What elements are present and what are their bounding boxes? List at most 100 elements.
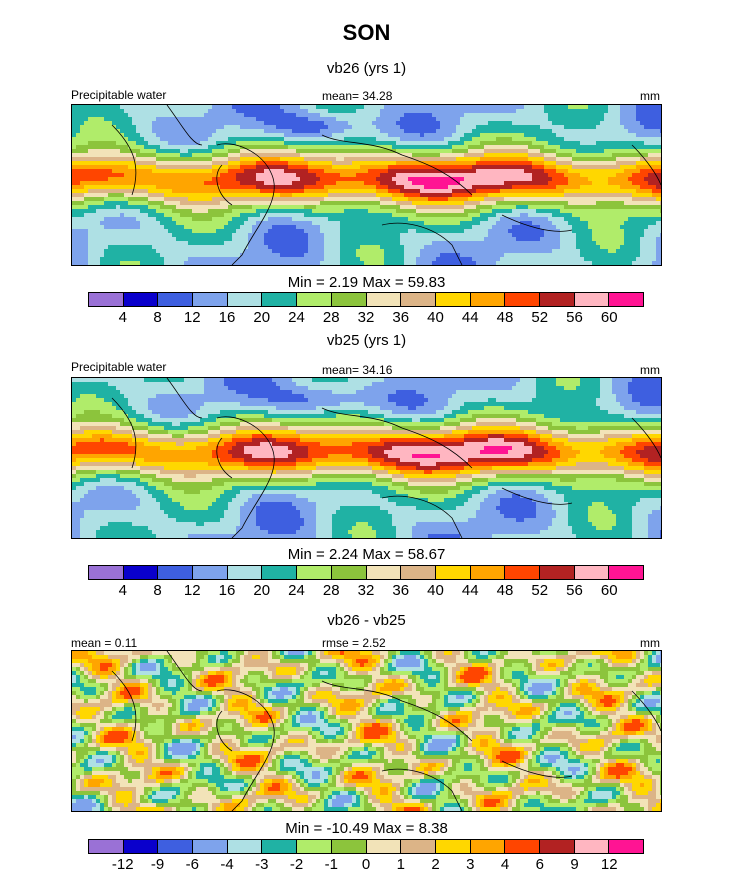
contour-cell bbox=[520, 125, 524, 129]
contour-cell bbox=[108, 225, 112, 229]
contour-cell bbox=[496, 113, 500, 117]
contour-cell bbox=[532, 109, 536, 113]
contour-cell bbox=[660, 205, 661, 209]
contour-cell bbox=[472, 141, 476, 145]
contour-cell bbox=[296, 109, 300, 113]
contour-cell bbox=[208, 149, 212, 153]
contour-cell bbox=[388, 229, 392, 233]
contour-cell bbox=[296, 133, 300, 137]
contour-cell bbox=[568, 205, 572, 209]
contour-cell bbox=[180, 197, 184, 201]
contour-cell bbox=[340, 141, 344, 145]
contour-cell bbox=[172, 157, 176, 161]
contour-cell bbox=[152, 137, 156, 141]
contour-cell bbox=[96, 133, 100, 137]
contour-cell bbox=[324, 193, 328, 197]
contour-cell bbox=[396, 233, 400, 237]
contour-cell bbox=[436, 153, 440, 157]
contour-cell bbox=[128, 149, 132, 153]
contour-cell bbox=[276, 137, 280, 141]
contour-cell bbox=[468, 177, 472, 181]
contour-cell bbox=[272, 209, 276, 213]
contour-cell bbox=[260, 137, 264, 141]
contour-cell bbox=[256, 217, 260, 221]
contour-cell bbox=[512, 201, 516, 205]
contour-cell bbox=[100, 121, 104, 125]
contour-cell bbox=[160, 129, 164, 133]
contour-cell bbox=[352, 173, 356, 177]
contour-cell bbox=[560, 121, 564, 125]
contour-cell bbox=[484, 117, 488, 121]
contour-cell bbox=[444, 221, 448, 225]
contour-cell bbox=[592, 125, 596, 129]
contour-cell bbox=[348, 105, 352, 109]
contour-cell bbox=[232, 137, 236, 141]
contour-cell bbox=[508, 193, 512, 197]
contour-cell bbox=[488, 149, 492, 153]
contour-cell bbox=[140, 137, 144, 141]
contour-cell bbox=[200, 121, 204, 125]
contour-cell bbox=[408, 149, 412, 153]
contour-cell bbox=[132, 129, 136, 133]
contour-cell bbox=[360, 213, 364, 217]
contour-cell bbox=[524, 145, 528, 149]
contour-cell bbox=[148, 237, 152, 241]
contour-cell bbox=[492, 161, 496, 165]
contour-cell bbox=[240, 137, 244, 141]
contour-cell bbox=[204, 193, 208, 197]
contour-cell bbox=[152, 173, 156, 177]
contour-cell bbox=[84, 201, 88, 205]
contour-cell bbox=[656, 149, 660, 153]
contour-cell bbox=[592, 209, 596, 213]
contour-cell bbox=[268, 113, 272, 117]
contour-cell bbox=[260, 177, 264, 181]
contour-cell bbox=[648, 169, 652, 173]
contour-cell bbox=[136, 161, 140, 165]
contour-cell bbox=[596, 209, 600, 213]
contour-cell bbox=[160, 165, 164, 169]
contour-cell bbox=[464, 121, 468, 125]
contour-cell bbox=[136, 165, 140, 169]
contour-cell bbox=[408, 181, 412, 185]
contour-cell bbox=[272, 201, 276, 205]
contour-cell bbox=[536, 205, 540, 209]
contour-cell bbox=[112, 229, 116, 233]
contour-cell bbox=[388, 145, 392, 149]
contour-cell bbox=[288, 137, 292, 141]
contour-cell bbox=[272, 125, 276, 129]
contour-cell bbox=[244, 173, 248, 177]
contour-cell bbox=[228, 141, 232, 145]
contour-cell bbox=[80, 181, 84, 185]
contour-cell bbox=[96, 237, 100, 241]
contour-cell bbox=[468, 165, 472, 169]
contour-cell bbox=[264, 113, 268, 117]
contour-cell bbox=[92, 133, 96, 137]
contour-cell bbox=[568, 169, 572, 173]
contour-cell bbox=[500, 109, 504, 113]
contour-cell bbox=[136, 197, 140, 201]
contour-cell bbox=[232, 233, 236, 237]
contour-cell bbox=[364, 125, 368, 129]
contour-cell bbox=[540, 157, 544, 161]
contour-cell bbox=[212, 121, 216, 125]
contour-cell bbox=[232, 161, 236, 165]
contour-cell bbox=[544, 189, 548, 193]
contour-cell bbox=[536, 125, 540, 129]
contour-cell bbox=[424, 229, 428, 233]
contour-cell bbox=[292, 129, 296, 133]
contour-cell bbox=[492, 129, 496, 133]
contour-cell bbox=[428, 117, 432, 121]
contour-cell bbox=[176, 133, 180, 137]
contour-cell bbox=[92, 137, 96, 141]
contour-cell bbox=[328, 161, 332, 165]
contour-cell bbox=[116, 133, 120, 137]
contour-cell bbox=[288, 145, 292, 149]
contour-cell bbox=[304, 121, 308, 125]
contour-cell bbox=[632, 197, 636, 201]
contour-cell bbox=[356, 125, 360, 129]
contour-cell bbox=[392, 209, 396, 213]
contour-cell bbox=[380, 117, 384, 121]
contour-cell bbox=[260, 209, 264, 213]
contour-cell bbox=[272, 165, 276, 169]
contour-cell bbox=[188, 141, 192, 145]
